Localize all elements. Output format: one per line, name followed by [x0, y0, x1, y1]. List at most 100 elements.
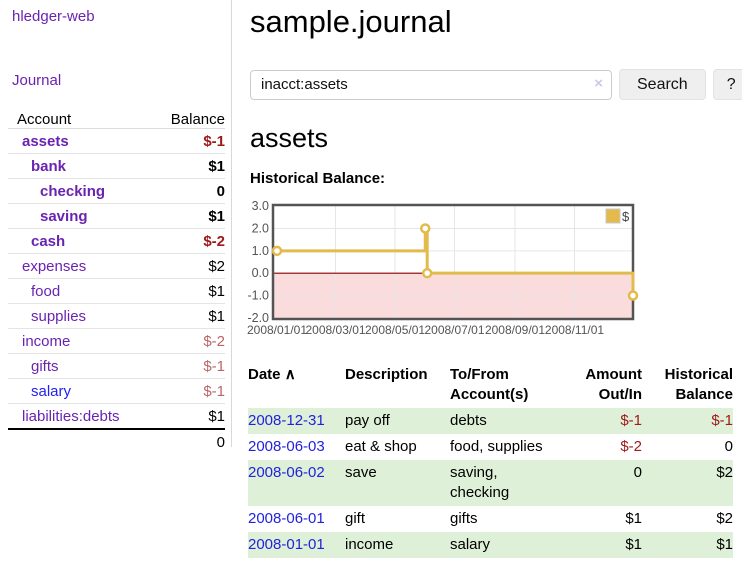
- accounts-header-account: Account: [17, 111, 72, 128]
- register-accounts: food, supplies: [450, 438, 543, 455]
- accounts-total-value: 0: [216, 433, 225, 451]
- register-header-balance: Historical Balance: [664, 366, 733, 403]
- register-header-accounts: To/From Account(s): [450, 366, 529, 403]
- account-balance: $1: [208, 282, 225, 300]
- register-accounts: debts: [450, 412, 487, 429]
- register-accounts: saving, checking: [450, 464, 510, 501]
- page-title: sample.journal: [250, 4, 452, 39]
- register-amount: $-1: [620, 412, 642, 429]
- accounts-total-row: 0: [8, 428, 225, 454]
- account-link[interactable]: expenses: [22, 257, 87, 275]
- account-balance: $1: [208, 307, 225, 325]
- accounts-table: Account Balance assets $-1 bank $1 checking 0…: [8, 104, 225, 454]
- register-balance: $1: [716, 536, 733, 553]
- svg-text:-1.0: -1.0: [247, 289, 269, 303]
- chart-border: [271, 203, 635, 321]
- accounts-header-balance: Balance: [170, 111, 225, 128]
- register-description: eat & shop: [345, 438, 417, 455]
- chart-legend: $: [605, 208, 630, 224]
- sort-asc-icon: ∧: [284, 366, 296, 383]
- help-button[interactable]: ?: [712, 69, 742, 100]
- register-row: 2008-12-31 pay off debts $-1 $-1: [248, 408, 733, 434]
- account-row: assets $-1: [8, 129, 225, 154]
- account-link[interactable]: gifts: [31, 357, 59, 375]
- account-balance: $-2: [203, 232, 225, 250]
- svg-text:3.0: 3.0: [252, 200, 269, 213]
- register-row: 2008-01-01 income salary $1 $1: [248, 532, 733, 558]
- register-date-link[interactable]: 2008-01-01: [248, 536, 325, 553]
- account-link[interactable]: liabilities:debts: [22, 407, 120, 425]
- account-row: cash $-2: [8, 229, 225, 254]
- sidebar-item-journal[interactable]: Journal: [12, 72, 62, 89]
- account-link[interactable]: bank: [31, 157, 67, 175]
- main-content: sample.journal × Search ? assets Histori…: [233, 0, 742, 582]
- account-balance: $1: [208, 207, 225, 225]
- register-amount: $1: [625, 510, 642, 527]
- svg-text:0.0: 0.0: [252, 266, 269, 280]
- register-row: 2008-06-03 eat & shop food, supplies $-2 0: [248, 434, 733, 460]
- svg-text:2008/07/01: 2008/07/01: [424, 323, 484, 337]
- account-row: salary $-1: [8, 379, 225, 404]
- account-link[interactable]: food: [31, 282, 61, 300]
- sidebar: hledger-web Journal Account Balance asse…: [0, 0, 232, 451]
- account-row: bank $1: [8, 154, 225, 179]
- search-button[interactable]: Search: [619, 69, 706, 100]
- register-balance: $2: [716, 510, 733, 527]
- clear-search-icon[interactable]: ×: [594, 74, 603, 92]
- account-balance: $1: [208, 157, 225, 175]
- chart-svg: $3.0 2.0 1.0 0.0 -1.0 -2.02008/01/012008/03/0…: [247, 199, 639, 337]
- svg-text:2008/05/01: 2008/05/01: [365, 323, 425, 337]
- register-description: income: [345, 536, 394, 553]
- register-date-link[interactable]: 2008-06-03: [248, 438, 325, 455]
- account-row: food $1: [8, 279, 225, 304]
- account-link[interactable]: salary: [31, 382, 72, 400]
- register-date-link[interactable]: 2008-12-31: [248, 412, 325, 429]
- register-accounts: salary: [450, 536, 491, 553]
- chart-y-axis-labels: 3.0 2.0 1.0 0.0 -1.0 -2.0: [247, 199, 269, 325]
- account-balance: 0: [216, 182, 225, 200]
- svg-text:2008/11/01: 2008/11/01: [545, 323, 604, 337]
- search-input[interactable]: [250, 69, 612, 100]
- app-title-link[interactable]: hledger-web: [12, 8, 95, 25]
- search-box: ×: [250, 69, 612, 100]
- register-header-amount: Amount Out/In: [585, 366, 642, 403]
- register-date-link[interactable]: 2008-06-01: [248, 510, 325, 527]
- account-link[interactable]: income: [22, 332, 71, 350]
- account-link[interactable]: supplies: [31, 307, 87, 325]
- account-link[interactable]: checking: [40, 182, 106, 200]
- register-description: gift: [345, 510, 366, 527]
- account-balance: $-1: [203, 382, 225, 400]
- register-header-row: Date ∧ Description To/From Account(s) Am…: [248, 363, 733, 408]
- register-header-description: Description: [345, 366, 428, 383]
- svg-text:-2.0: -2.0: [247, 311, 269, 325]
- account-link[interactable]: cash: [31, 232, 66, 250]
- register-balance: $-1: [711, 412, 733, 429]
- account-balance: $2: [208, 257, 225, 275]
- account-balance: $-1: [203, 132, 225, 150]
- svg-text:2008/01/01: 2008/01/01: [247, 323, 307, 337]
- register-table: Date ∧ Description To/From Account(s) Am…: [248, 363, 733, 558]
- register-description: save: [345, 464, 377, 481]
- chart-title: Historical Balance:: [250, 170, 386, 187]
- account-balance: $-2: [203, 332, 225, 350]
- account-link[interactable]: saving: [40, 207, 88, 225]
- register-balance: $2: [716, 464, 733, 481]
- register-description: pay off: [345, 412, 390, 429]
- search-bar: × Search ?: [250, 69, 742, 100]
- chart-negative-region: [273, 273, 633, 319]
- historical-balance-chart: $3.0 2.0 1.0 0.0 -1.0 -2.0 2008/01/01 2008/03/0…: [243, 199, 683, 348]
- account-row: expenses $2: [8, 254, 225, 279]
- register-amount: $-2: [620, 438, 642, 455]
- account-link[interactable]: assets: [22, 132, 69, 150]
- svg-text:2.0: 2.0: [252, 221, 269, 235]
- account-row: saving $1: [8, 204, 225, 229]
- register-accounts: gifts: [450, 510, 478, 527]
- svg-text:1.0: 1.0: [252, 244, 269, 258]
- register-balance: 0: [724, 438, 733, 455]
- account-heading: assets: [250, 123, 329, 153]
- register-date-link[interactable]: 2008-06-02: [248, 464, 325, 481]
- register-header-date[interactable]: Date ∧: [248, 366, 296, 383]
- account-row: supplies $1: [8, 304, 225, 329]
- account-row: income $-2: [8, 329, 225, 354]
